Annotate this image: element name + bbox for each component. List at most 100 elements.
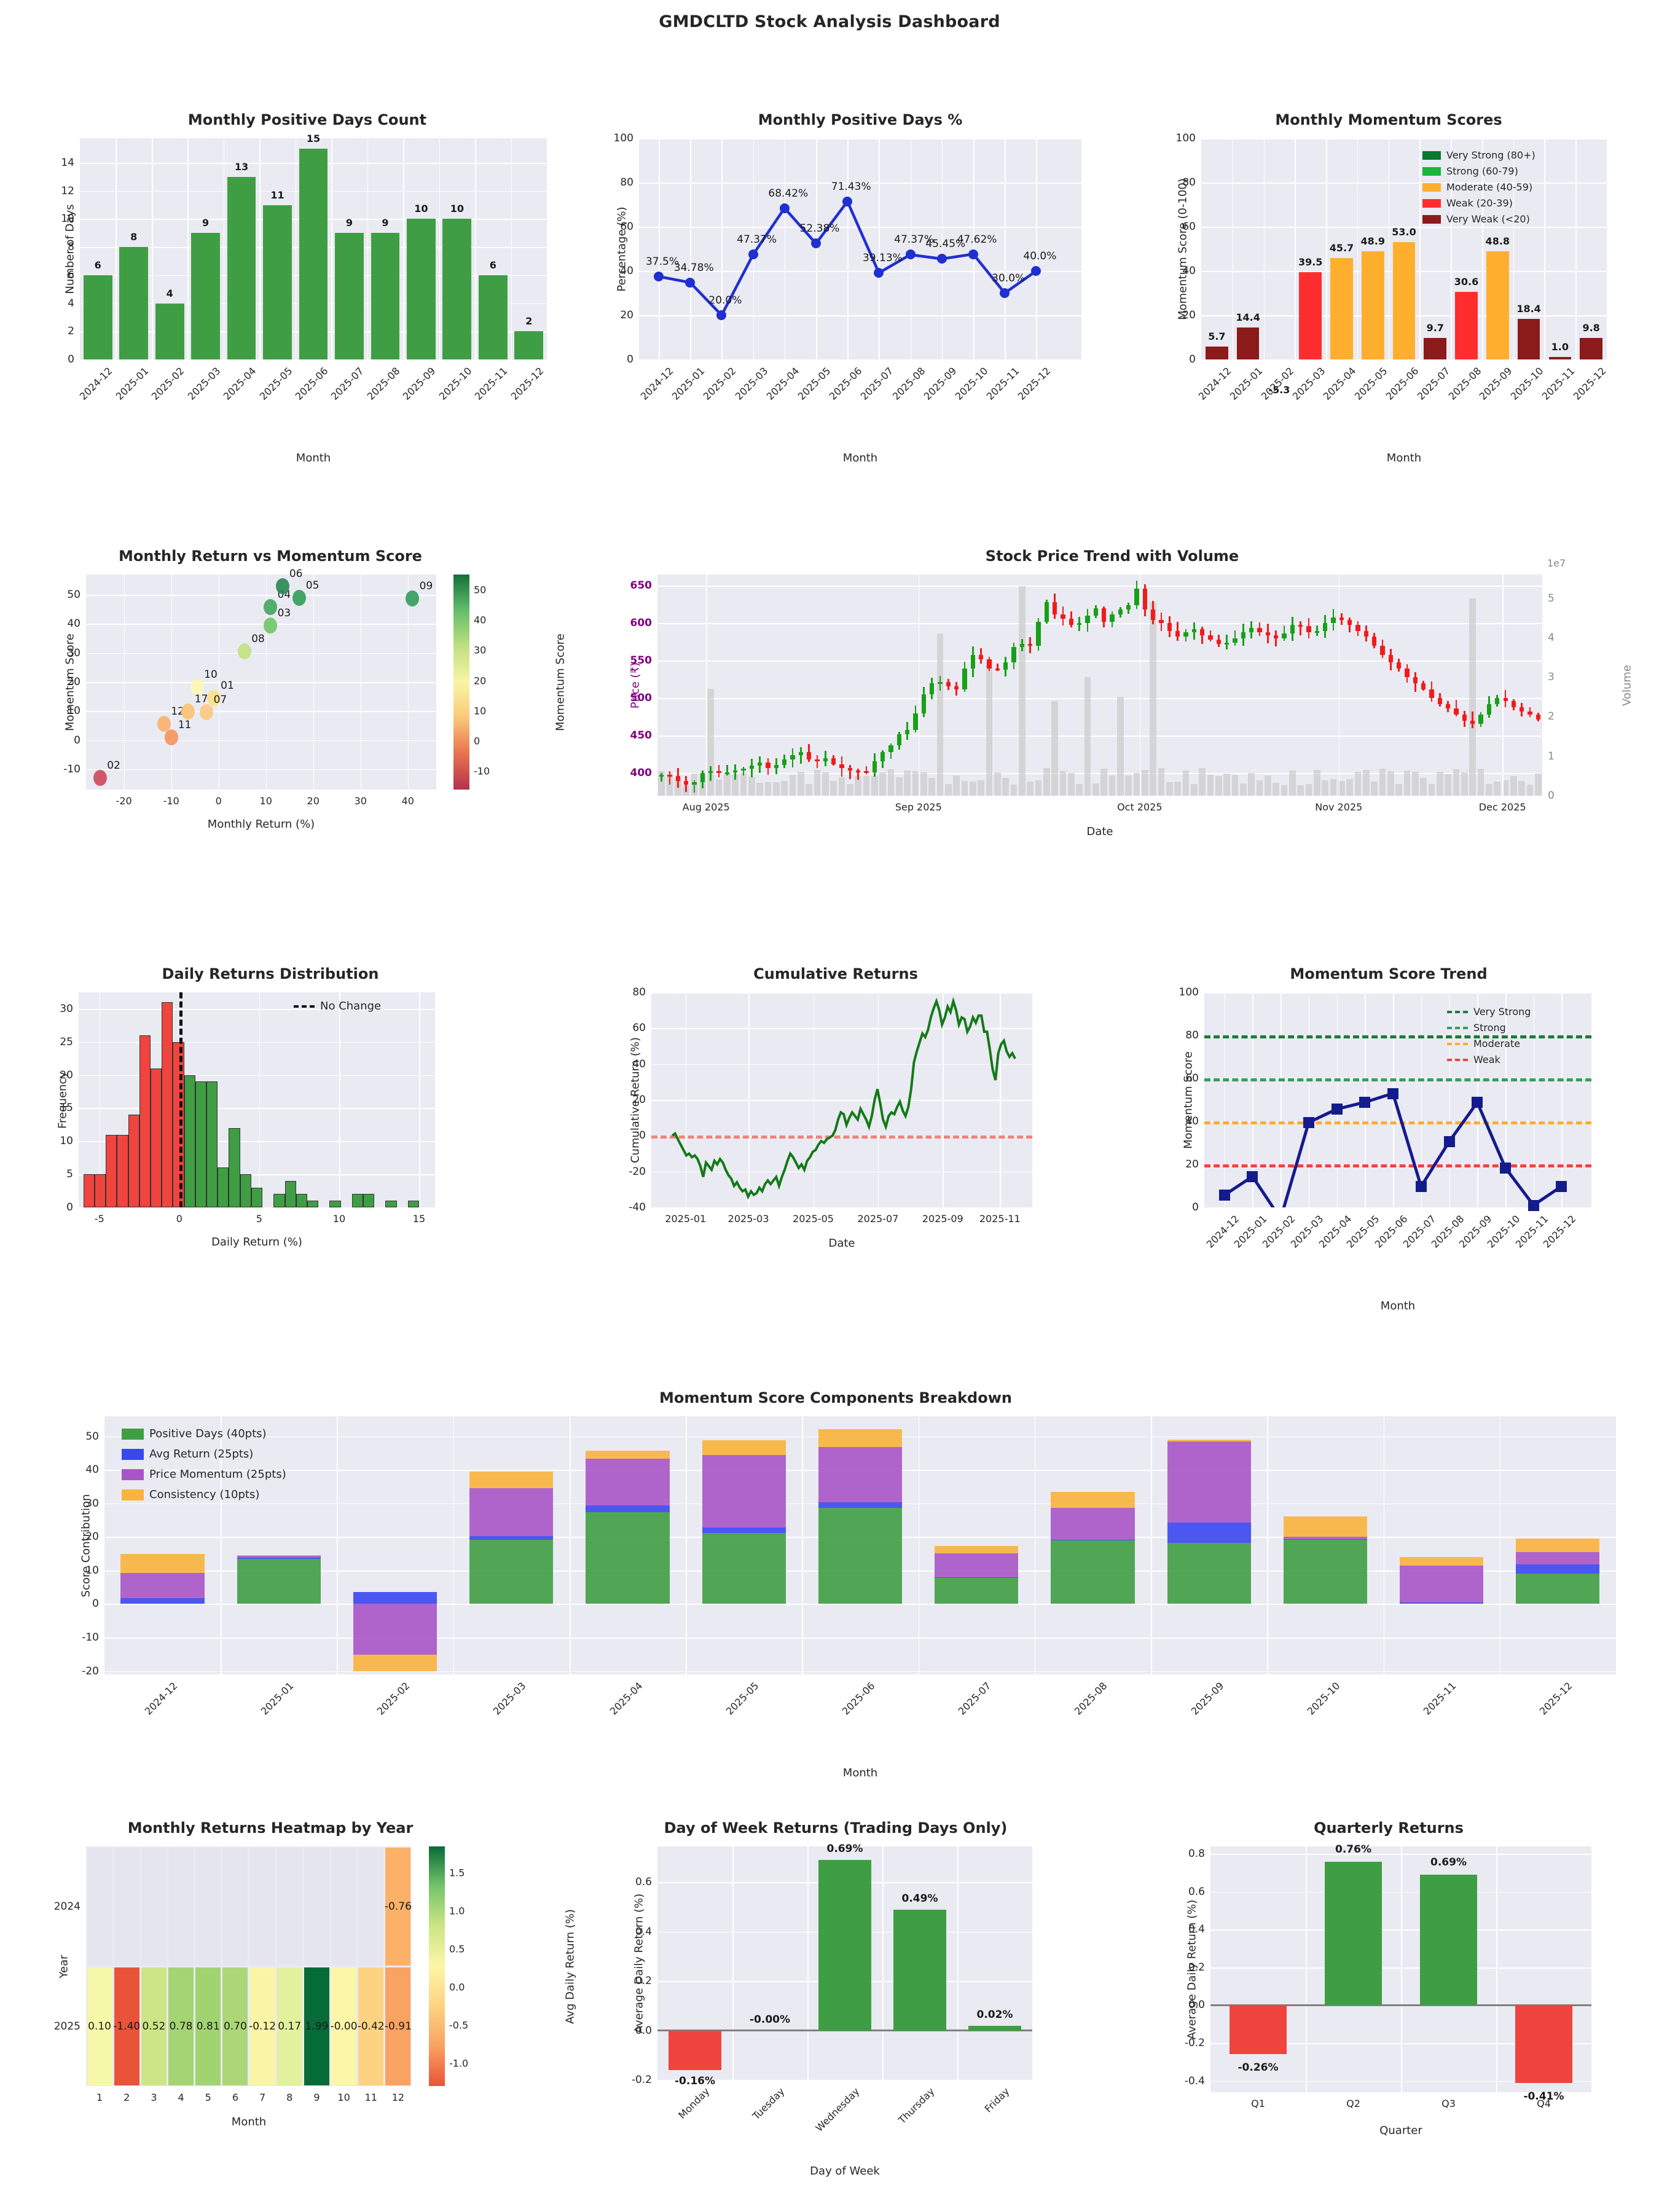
stack-segment — [818, 1429, 903, 1447]
x-tick-label: Q3 — [1441, 2098, 1456, 2109]
legend-label: Very Weak (<20) — [1446, 213, 1530, 225]
data-point-marker — [1500, 1162, 1511, 1174]
gridline-v — [1263, 138, 1265, 359]
candle-body — [823, 758, 828, 761]
volume-bar — [1223, 774, 1230, 796]
x-tick-label: 10 — [337, 2092, 350, 2103]
x-tick-label: 2025-07 — [955, 1680, 994, 1717]
y-tick-label: 40 — [67, 618, 80, 630]
stack-segment — [1051, 1491, 1135, 1508]
point-label: 02 — [107, 759, 120, 772]
heatmap-cell-value: 0.52 — [142, 2020, 166, 2033]
colorbar-tick-label: -10 — [474, 765, 490, 777]
volume-bar — [1371, 781, 1378, 796]
stack-segment — [702, 1533, 786, 1604]
volume-bar — [1092, 783, 1099, 796]
candle-body — [1528, 712, 1532, 715]
heatmap-cell — [358, 1847, 384, 1966]
x-tick-label: 2025-04 — [1321, 365, 1359, 402]
gridline-v — [1451, 138, 1452, 359]
bar-value-label: 9 — [345, 217, 353, 229]
y-tick-label: 0.2 — [1188, 1961, 1205, 1974]
candle-body — [1380, 645, 1385, 655]
volume-bar — [1363, 769, 1370, 796]
colorbar-tick-label: 0.0 — [449, 1981, 465, 1993]
x-tick-label: 2025-04 — [607, 1680, 645, 1717]
volume-bar — [986, 661, 993, 796]
volume-bar — [945, 783, 952, 796]
data-point — [1000, 288, 1010, 298]
gridline-h — [79, 1008, 435, 1010]
x-tick-label: 2025-08 — [890, 365, 928, 402]
cumulative-return-line — [671, 997, 1016, 1200]
volume-bar — [740, 772, 747, 796]
stack-segment — [818, 1502, 903, 1508]
stack-segment — [1051, 1539, 1135, 1541]
candle-body — [1405, 668, 1410, 678]
histogram-bar — [106, 1134, 117, 1207]
data-point — [716, 310, 727, 320]
data-point-marker — [1472, 1097, 1483, 1108]
gridline-h — [86, 769, 436, 771]
plot-area-cumulative-returns: -40 -20 0 20 40 60 80 2025-01 2025-03 2025-05 2025… — [590, 986, 1081, 1300]
y-tick-label: -0.2 — [1184, 2037, 1205, 2049]
y-tick-label: 20 — [1185, 1158, 1199, 1171]
plot-area-quarterly-returns: -0.4 -0.2 0.0 0.2 0.4 0.6 0.8 -0.26% Q1 0.76% Q2 0.… — [1143, 1840, 1634, 2190]
point-value-label: 45.45% — [925, 238, 966, 251]
point-label: 09 — [419, 579, 433, 592]
candle-body — [921, 694, 927, 713]
gridline-h — [1201, 227, 1607, 228]
bar — [119, 247, 149, 359]
y-axis-label: Momentum Score — [1182, 1051, 1195, 1149]
gridline-v — [690, 138, 691, 359]
data-point-marker — [1443, 1135, 1455, 1147]
candle-body — [1110, 614, 1115, 622]
legend-swatch — [1422, 167, 1441, 176]
candle-body — [675, 776, 681, 781]
gridline-v — [1338, 575, 1340, 796]
gridline-v — [1499, 1416, 1501, 1674]
volume-bar — [822, 772, 829, 796]
volume-bar — [1182, 770, 1190, 796]
y-tick-label: 80 — [1185, 1029, 1199, 1041]
x-axis-label: Quarter — [1379, 2124, 1422, 2137]
data-point-marker — [1387, 1088, 1399, 1099]
candle-wick — [1316, 625, 1318, 637]
x-tick-label: 2025-09 — [922, 1213, 963, 1225]
gridline-h — [639, 138, 1081, 139]
bar-value-label: 0.02% — [976, 2008, 1013, 2021]
bar — [968, 2025, 1021, 2031]
gridline-h — [1204, 1207, 1591, 1209]
heatmap-cell-value: 0.17 — [278, 2020, 302, 2033]
bar — [299, 149, 328, 359]
bar-value-label: -0.26% — [1237, 2061, 1279, 2074]
candle-body — [741, 769, 746, 771]
gridline-v — [721, 138, 723, 359]
stack-segment — [469, 1540, 554, 1604]
x-tick-label: 0 — [215, 795, 222, 807]
x-tick-label: 2025-03 — [491, 1680, 528, 1717]
legend-row: Very Strong (80+) — [1422, 149, 1535, 161]
price-tick-label: 650 — [630, 579, 653, 592]
y-tick-label: -10 — [63, 763, 80, 775]
stack-segment — [1400, 1565, 1484, 1602]
candle-body — [929, 683, 935, 695]
bar-value-label: 0.49% — [901, 1892, 938, 1905]
volume-bar — [904, 770, 911, 796]
chart-title-momentum-components-breakdown: Momentum Score Components Breakdown — [659, 1389, 1012, 1406]
x-tick-label: Dec 2025 — [1478, 801, 1526, 813]
legend-label: Price Momentum (25pts) — [149, 1468, 286, 1481]
candle-body — [1061, 614, 1065, 619]
volume-bar — [1502, 780, 1509, 796]
candle-body — [806, 752, 812, 760]
histogram-bar — [83, 1174, 95, 1207]
volume-bar — [936, 633, 944, 796]
gridline-h — [86, 740, 436, 742]
gridline-h — [657, 661, 1542, 662]
stack-segment — [935, 1577, 1019, 1578]
volume-bar — [1027, 782, 1033, 796]
candle-wick — [1455, 700, 1457, 717]
gridline-v — [1388, 138, 1390, 359]
volume-bar — [830, 781, 837, 796]
volume-bar — [863, 775, 870, 796]
